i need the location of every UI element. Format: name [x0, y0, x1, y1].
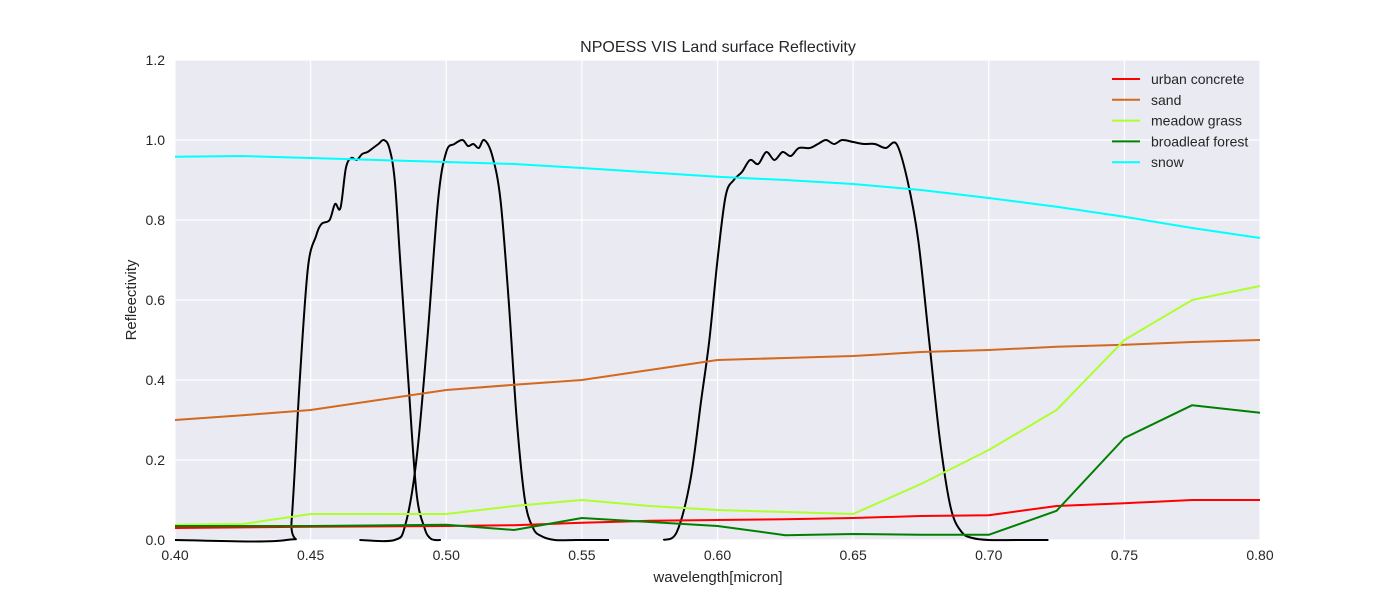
grid — [174, 59, 1261, 541]
legend-label-sand: sand — [1151, 92, 1181, 108]
x-tick-label: 0.55 — [568, 547, 595, 563]
band-response-line — [174, 138, 441, 543]
band-response-curves — [174, 138, 1049, 543]
x-tick-label: 0.60 — [704, 547, 731, 563]
y-tick-label: 1.2 — [146, 52, 166, 68]
x-tick-label: 0.50 — [433, 547, 460, 563]
x-axis-ticks: 0.40 0.45 0.50 0.55 0.60 0.65 0.70 0.75 0.80 — [161, 547, 1273, 563]
legend-label-urban-concrete: urban concrete — [1151, 71, 1245, 87]
x-tick-label: 0.65 — [840, 547, 867, 563]
y-axis-ticks: 0.0 0.2 0.4 0.6 0.8 1.0 1.2 — [146, 52, 166, 548]
legend: urban concrete sand meadow grass broadleaf … — [1112, 71, 1248, 170]
x-tick-label: 0.70 — [975, 547, 1002, 563]
y-tick-label: 0.6 — [146, 292, 166, 308]
y-tick-label: 0.8 — [146, 212, 166, 228]
legend-label-broadleaf-forest: broadleaf forest — [1151, 133, 1248, 149]
data-series — [174, 155, 1261, 537]
legend-label-snow: snow — [1151, 154, 1185, 170]
chart-title: NPOESS VIS Land surface Reflectivity — [580, 39, 856, 56]
series-line-snow — [174, 155, 1261, 239]
y-tick-label: 0.0 — [146, 532, 166, 548]
y-tick-label: 0.4 — [146, 372, 166, 388]
series-line-broadleaf-forest — [175, 404, 1261, 537]
y-tick-label: 0.2 — [146, 452, 166, 468]
legend-label-meadow-grass: meadow grass — [1151, 113, 1242, 129]
series-line-meadow-grass — [174, 285, 1261, 526]
x-tick-label: 0.40 — [161, 547, 188, 563]
band-response-line — [662, 138, 1049, 542]
y-axis-label: Refleectivity — [123, 259, 140, 340]
band-response-line — [359, 138, 609, 543]
x-tick-label: 0.45 — [297, 547, 324, 563]
x-axis-label: wavelength[micron] — [652, 569, 782, 586]
x-tick-label: 0.75 — [1111, 547, 1138, 563]
y-tick-label: 1.0 — [146, 132, 166, 148]
series-line-sand — [174, 339, 1261, 421]
x-tick-label: 0.80 — [1246, 547, 1273, 563]
